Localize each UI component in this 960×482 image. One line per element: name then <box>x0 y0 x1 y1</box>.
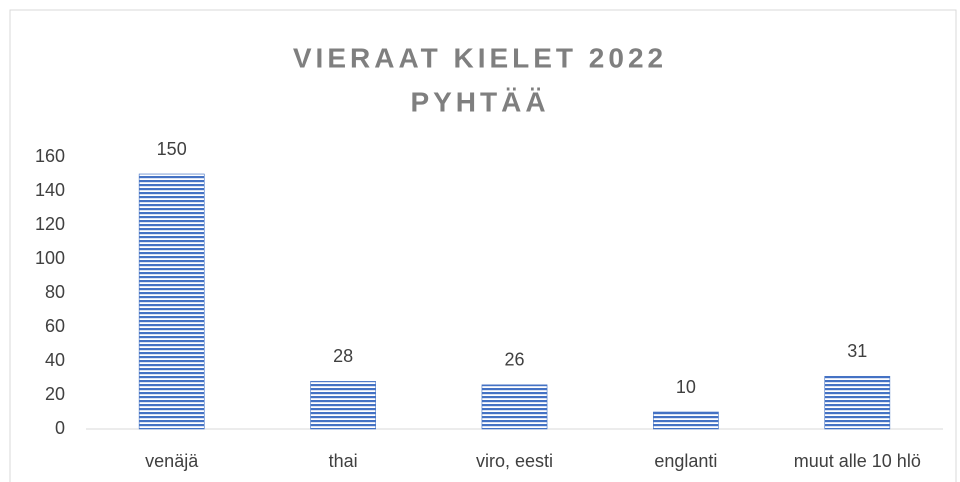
y-tick-label: 20 <box>45 384 65 404</box>
y-tick-label: 40 <box>45 350 65 370</box>
bar <box>824 375 891 430</box>
x-tick-label: thai <box>329 451 358 471</box>
y-tick-label: 60 <box>45 316 65 336</box>
y-tick-label: 120 <box>35 214 65 234</box>
bar <box>138 173 205 430</box>
x-tick-label: viro, eesti <box>476 451 553 471</box>
x-tick-label: venäjä <box>145 451 199 471</box>
chart-frame <box>9 9 957 482</box>
data-label: 26 <box>504 350 524 370</box>
bar <box>310 381 376 430</box>
y-tick-label: 80 <box>45 282 65 302</box>
data-label: 28 <box>333 346 353 366</box>
bar <box>653 411 719 430</box>
x-tick-label: muut alle 10 hlö <box>794 451 921 471</box>
data-label: 31 <box>847 341 867 361</box>
y-tick-label: 140 <box>35 180 65 200</box>
bar <box>481 384 548 430</box>
y-tick-label: 160 <box>35 146 65 166</box>
data-label: 150 <box>157 139 187 159</box>
x-tick-label: englanti <box>654 451 717 471</box>
chart-title: PYHTÄÄ <box>410 86 549 117</box>
chart-title: VIERAAT KIELET 2022 <box>293 42 667 73</box>
y-tick-label: 0 <box>55 418 65 438</box>
y-tick-label: 100 <box>35 248 65 268</box>
data-label: 10 <box>676 377 696 397</box>
